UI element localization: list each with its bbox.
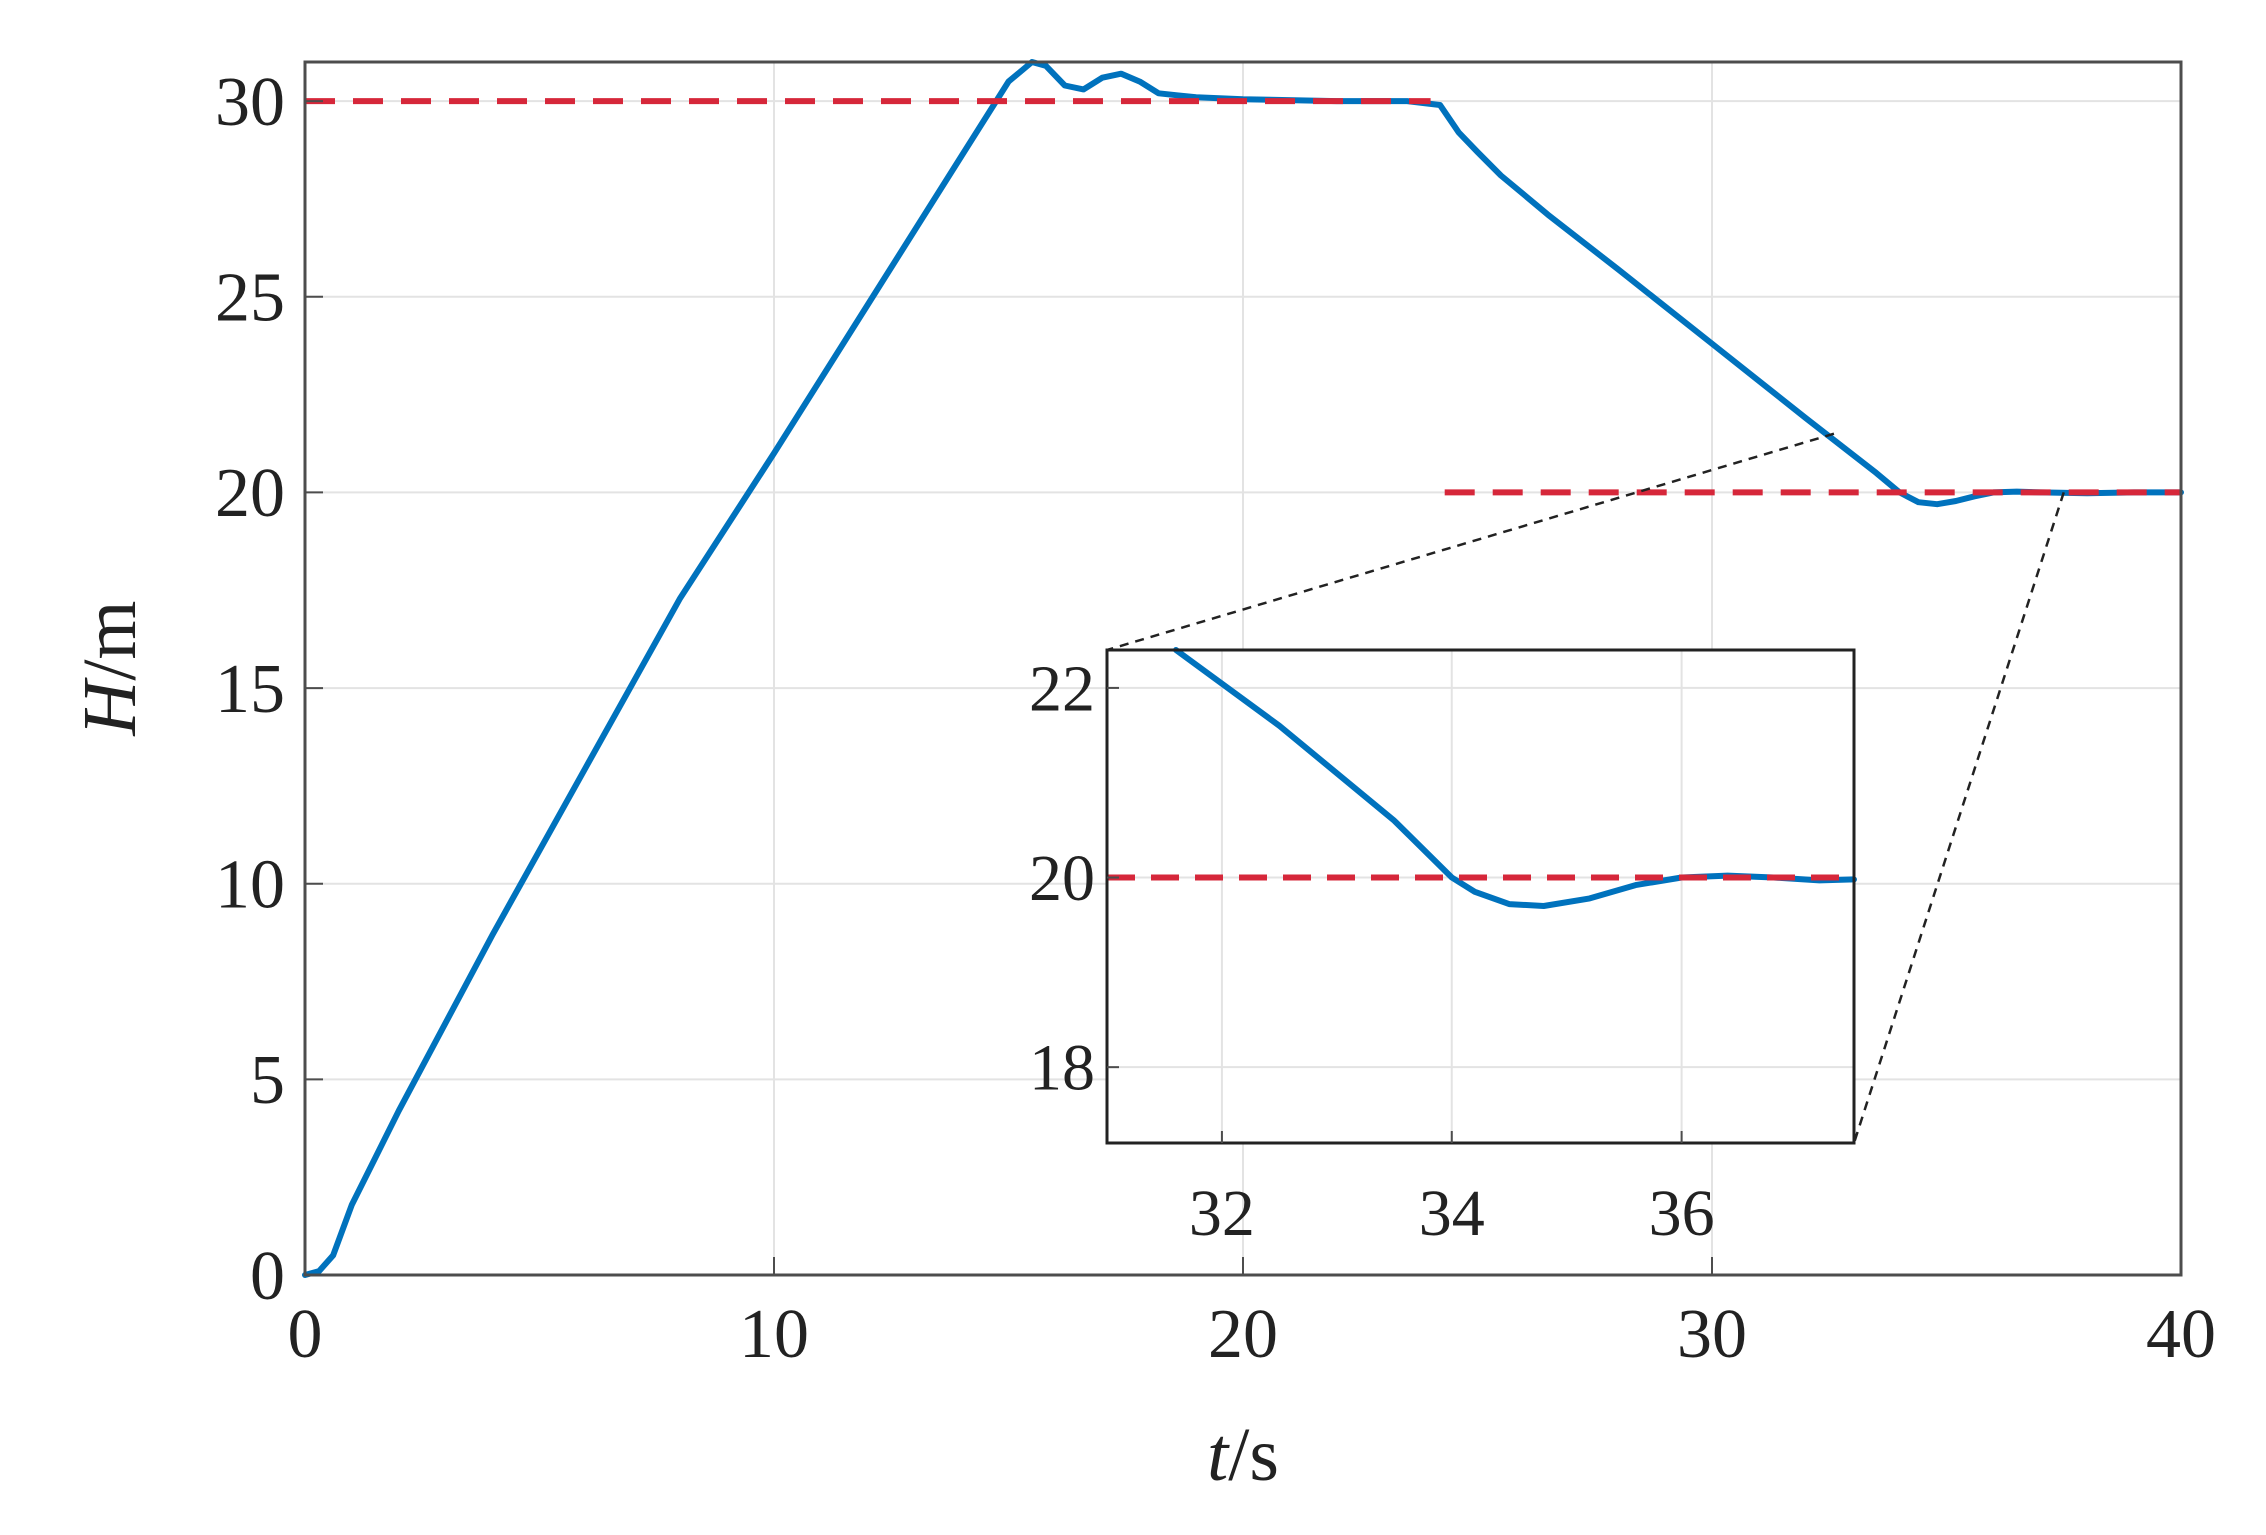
inset-x-tick-label: 34 xyxy=(1419,1177,1485,1250)
main-series xyxy=(302,59,2184,1278)
main-y-tick-label: 20 xyxy=(215,455,285,532)
zoom-connectors xyxy=(1106,432,2065,1144)
x-axis-label: t/s xyxy=(1207,1413,1279,1497)
y-axis-slash: / xyxy=(68,659,152,681)
inset-response-curve xyxy=(1173,647,1857,909)
main-y-tick-label: 30 xyxy=(215,64,285,141)
inset-plot: 32 34 36 18 20 22 xyxy=(1029,647,1857,1250)
main-ticks: 0 10 20 30 40 0 5 10 15 20 25 30 xyxy=(215,64,2216,1373)
inset-frame xyxy=(1105,648,1856,1145)
main-y-tick-label: 15 xyxy=(215,651,285,728)
zoom-connector-line xyxy=(1852,492,2065,1144)
y-axis-variable: H xyxy=(68,677,152,737)
main-y-tick-label: 10 xyxy=(215,847,285,924)
zoom-connector-line xyxy=(1106,432,1835,652)
inset-y-tick-label: 18 xyxy=(1029,1032,1095,1105)
inset-series xyxy=(1107,647,1857,909)
inset-ticks: 32 34 36 18 20 22 xyxy=(1029,652,1715,1250)
main-x-tick-label: 0 xyxy=(288,1296,323,1373)
main-y-tick-label: 5 xyxy=(250,1042,285,1119)
main-x-tick-label: 20 xyxy=(1208,1296,1278,1373)
x-axis-unit: s xyxy=(1249,1413,1279,1497)
main-x-tick-label: 30 xyxy=(1677,1296,1747,1373)
y-axis-label: H/m xyxy=(68,600,152,736)
x-axis-variable: t xyxy=(1207,1413,1230,1497)
inset-x-tick-label: 32 xyxy=(1189,1177,1255,1250)
main-y-tick-label: 0 xyxy=(250,1238,285,1315)
main-x-tick-label: 40 xyxy=(2146,1296,2216,1373)
main-y-tick-label: 25 xyxy=(215,260,285,337)
main-x-tick-label: 10 xyxy=(739,1296,809,1373)
y-axis-unit: m xyxy=(68,600,152,659)
inset-y-tick-label: 22 xyxy=(1029,652,1095,725)
inset-y-tick-label: 20 xyxy=(1029,842,1095,915)
inset-x-tick-label: 36 xyxy=(1649,1177,1715,1250)
x-axis-slash: / xyxy=(1228,1413,1250,1497)
